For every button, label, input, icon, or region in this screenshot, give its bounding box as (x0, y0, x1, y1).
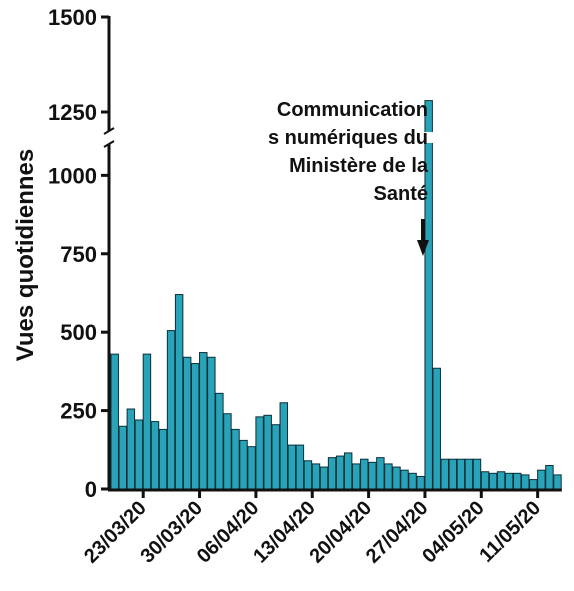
bar (134, 419, 144, 490)
bar (529, 479, 538, 490)
bar (271, 424, 280, 490)
bar (174, 294, 184, 490)
bar (247, 446, 256, 490)
bar (360, 458, 369, 490)
bar (496, 471, 506, 490)
bar (287, 444, 297, 490)
bar (384, 463, 393, 490)
bar (215, 392, 224, 490)
bar (392, 466, 401, 490)
y-tick-label: 750 (60, 242, 97, 267)
bar (311, 463, 321, 490)
bar (504, 472, 514, 490)
bar (513, 472, 522, 490)
bar (545, 464, 554, 490)
bar (166, 330, 176, 490)
bar (110, 353, 119, 490)
bar (223, 413, 232, 490)
bar (537, 469, 546, 490)
bar (150, 421, 160, 490)
bar (472, 458, 482, 490)
annotation-arrow-head (417, 240, 429, 256)
bar (319, 466, 329, 490)
bar (199, 352, 208, 490)
x-tick-label: 04/05/20 (418, 497, 489, 568)
y-tick-label: 500 (60, 320, 97, 345)
bar (416, 475, 425, 490)
bar (352, 463, 361, 490)
annotation-text: Communication (277, 99, 428, 121)
bar (263, 414, 272, 490)
bar (279, 402, 288, 490)
bar (191, 363, 200, 490)
bar (142, 353, 152, 490)
bar (456, 458, 466, 490)
bar (231, 428, 240, 490)
y-tick-label: 0 (85, 477, 97, 502)
bar (432, 367, 441, 490)
axis-break-mark (103, 140, 115, 148)
bar (182, 356, 192, 490)
bar (448, 458, 458, 490)
annotation-text: s numériques du (268, 127, 428, 149)
bar (126, 408, 136, 490)
bar (376, 457, 385, 490)
y-tick-label: 1500 (48, 5, 97, 30)
bar (239, 439, 248, 490)
bar (255, 416, 264, 490)
bar (440, 458, 449, 490)
bar (343, 452, 353, 490)
annotation-text: Ministère de la (289, 155, 429, 177)
bar (118, 425, 128, 490)
y-tick-label: 1000 (48, 163, 97, 188)
bar (480, 471, 490, 490)
bar (207, 356, 216, 490)
bar (295, 444, 305, 490)
bar (408, 472, 417, 490)
bar (488, 472, 498, 490)
axis-break-gap (423, 132, 433, 143)
bar (400, 469, 409, 490)
bar (327, 457, 337, 490)
y-tick-label: 250 (60, 399, 97, 424)
y-axis-label: Vues quotidiennes (12, 149, 39, 361)
annotation-text: Santé (374, 183, 428, 205)
annotation: Communication s numériques du Ministère de… (268, 99, 429, 256)
bar (158, 428, 168, 490)
bar (553, 474, 562, 490)
bar (521, 474, 530, 490)
bar (368, 461, 377, 490)
bars (110, 100, 562, 490)
bar (303, 460, 313, 490)
bar (464, 458, 474, 490)
axis-break-mark (103, 127, 115, 135)
y-tick-label: 1250 (48, 100, 97, 125)
x-tick-label: 11/05/20 (475, 497, 545, 567)
bar (335, 455, 345, 490)
